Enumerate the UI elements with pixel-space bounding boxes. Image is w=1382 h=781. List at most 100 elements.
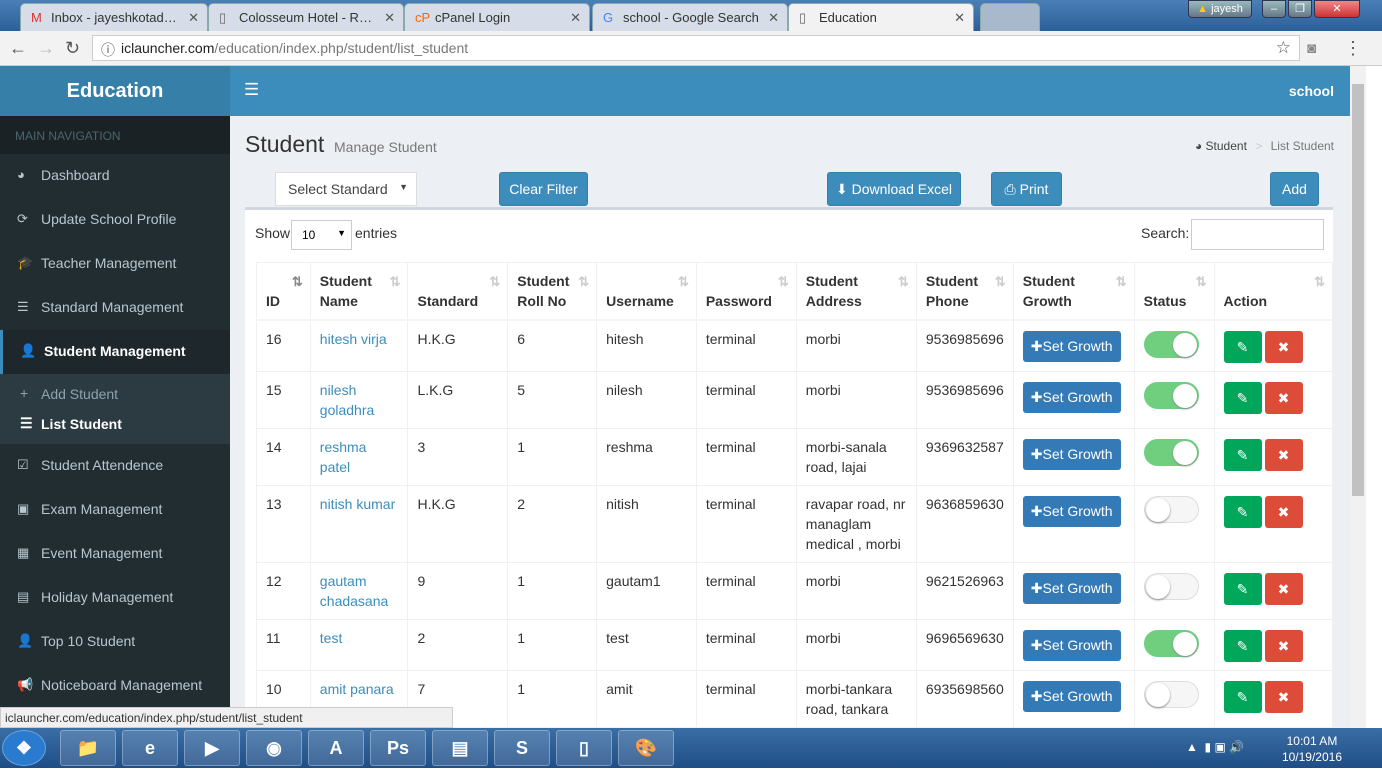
breadcrumb-student[interactable]: Student [1205, 139, 1247, 153]
delete-button[interactable]: ✖ [1264, 331, 1303, 363]
edit-button[interactable]: ✎ [1223, 681, 1262, 713]
column-header[interactable]: Standard ⇅ [407, 262, 509, 321]
sort-icon[interactable]: ⇅ [994, 274, 1006, 289]
page-scrollbar[interactable] [1350, 66, 1366, 728]
sidebar-item[interactable]: ☑ Student Attendence [0, 444, 230, 488]
user-menu[interactable]: school [1288, 83, 1334, 99]
sidebar-item[interactable]: 👤 Student Management [0, 330, 230, 374]
app-logo[interactable]: Education [0, 66, 230, 116]
sidebar-item[interactable]: ◕ Dashboard [0, 154, 230, 198]
sidebar-item[interactable]: ⟳ Update School Profile [0, 198, 230, 242]
taskbar-file-explorer-icon[interactable]: 📁 [60, 730, 116, 766]
taskbar-internet-explorer-icon[interactable]: e [122, 730, 178, 766]
back-icon[interactable]: ← [9, 38, 27, 58]
menu-icon[interactable]: ⋮ [1344, 38, 1362, 58]
column-header[interactable]: Password ⇅ [695, 262, 797, 321]
sidebar-item[interactable]: 🎓 Teacher Management [0, 242, 230, 286]
sort-icon[interactable]: ⇅ [1195, 274, 1207, 289]
delete-button[interactable]: ✖ [1264, 382, 1303, 414]
system-clock[interactable]: 10:01 AM 10/19/2016 [1282, 733, 1342, 765]
camera-icon[interactable]: ◙ [1307, 40, 1317, 57]
delete-button[interactable]: ✖ [1264, 681, 1303, 713]
taskbar-photoshop-icon[interactable]: Ps [370, 730, 426, 766]
select-standard-dropdown[interactable]: Select Standard ▼ [275, 172, 417, 206]
status-toggle[interactable] [1143, 331, 1199, 358]
set-growth-button[interactable]: ✚Set Growth [1022, 630, 1121, 661]
column-header[interactable]: Student Address ⇅ [795, 262, 917, 321]
taskbar-paint-icon[interactable]: 🎨 [618, 730, 674, 766]
add-button[interactable]: Add [1270, 172, 1319, 206]
student-name-link[interactable]: gautam chadasana [319, 573, 389, 609]
delete-button[interactable]: ✖ [1264, 496, 1303, 528]
close-tab-icon[interactable]: ✕ [384, 10, 395, 25]
status-toggle[interactable] [1143, 573, 1199, 600]
sidebar-item[interactable]: ☰ Standard Management [0, 286, 230, 330]
taskbar-notepad-icon[interactable]: ▯ [556, 730, 612, 766]
browser-tab[interactable]: ▯ Education ✕ [788, 3, 974, 31]
set-growth-button[interactable]: ✚Set Growth [1022, 496, 1121, 527]
column-header[interactable]: Student Name ⇅ [309, 262, 409, 321]
close-tab-icon[interactable]: ✕ [954, 10, 965, 25]
browser-tab[interactable]: cP cPanel Login ✕ [404, 3, 590, 31]
sort-icon[interactable]: ⇅ [578, 274, 590, 289]
sidebar-subitem[interactable]: + Add Student [0, 379, 230, 409]
set-growth-button[interactable]: ✚Set Growth [1022, 681, 1121, 712]
clear-filter-button[interactable]: Clear Filter [499, 172, 588, 206]
set-growth-button[interactable]: ✚Set Growth [1022, 382, 1121, 413]
sidebar-subitem[interactable]: ☰ List Student [0, 409, 230, 439]
url-field[interactable]: ⓘ iclauncher.com/education/index.php/stud… [92, 35, 1300, 61]
sort-icon[interactable]: ⇅ [677, 274, 689, 289]
sidebar-item[interactable]: 👤 Top 10 Student [0, 620, 230, 664]
close-window-button[interactable]: ✕ [1314, 0, 1360, 18]
minimize-button[interactable]: – [1262, 0, 1286, 18]
new-tab-button[interactable] [980, 3, 1040, 31]
student-name-link[interactable]: hitesh virja [319, 331, 387, 347]
taskbar-android-studio-icon[interactable]: A [308, 730, 364, 766]
sort-desc-icon[interactable]: ⇅ [291, 274, 303, 289]
column-header[interactable]: Student Growth ⇅ [1012, 262, 1135, 321]
sort-icon[interactable]: ⇅ [1314, 274, 1325, 289]
sidebar-item[interactable]: ▦ Event Management [0, 532, 230, 576]
status-toggle[interactable] [1143, 496, 1199, 523]
student-name-link[interactable]: nilesh goladhra [319, 382, 375, 418]
sort-icon[interactable]: ⇅ [777, 274, 789, 289]
edit-button[interactable]: ✎ [1223, 630, 1262, 662]
sort-icon[interactable]: ⇅ [1115, 274, 1127, 289]
browser-tab[interactable]: ▯ Colosseum Hotel - Respo ✕ [208, 3, 404, 31]
forward-icon[interactable]: → [37, 38, 55, 58]
sidebar-item[interactable]: 📢 Noticeboard Management [0, 664, 230, 708]
edit-button[interactable]: ✎ [1223, 331, 1262, 363]
profile-button[interactable]: ▲ jayesh [1188, 0, 1252, 18]
student-name-link[interactable]: amit panara [319, 681, 394, 697]
taskbar-media-player-icon[interactable]: ▶ [184, 730, 240, 766]
sort-icon[interactable]: ⇅ [489, 274, 501, 289]
delete-button[interactable]: ✖ [1264, 439, 1303, 471]
column-header[interactable]: Action ⇅ [1213, 262, 1333, 321]
delete-button[interactable]: ✖ [1264, 573, 1303, 605]
status-toggle[interactable] [1143, 439, 1199, 466]
delete-button[interactable]: ✖ [1264, 630, 1303, 662]
column-header[interactable]: Student Roll No ⇅ [507, 262, 598, 321]
print-button[interactable]: ⎙ Print [991, 172, 1062, 206]
hamburger-icon[interactable]: ☰ [244, 80, 260, 99]
entries-select[interactable]: 10 ▼ [291, 220, 352, 250]
student-name-link[interactable]: nitish kumar [319, 496, 396, 512]
set-growth-button[interactable]: ✚Set Growth [1022, 439, 1121, 470]
sidebar-item[interactable]: ▣ Exam Management [0, 488, 230, 532]
maximize-button[interactable]: ❐ [1288, 0, 1312, 18]
taskbar-sticky-notes-icon[interactable]: ▤ [432, 730, 488, 766]
bookmark-star-icon[interactable]: ☆ [1275, 38, 1291, 57]
close-tab-icon[interactable]: ✕ [570, 10, 581, 25]
close-tab-icon[interactable]: ✕ [768, 10, 779, 25]
close-tab-icon[interactable]: ✕ [188, 10, 199, 25]
reload-icon[interactable]: ↻ [65, 38, 81, 58]
edit-button[interactable]: ✎ [1223, 382, 1262, 414]
status-toggle[interactable] [1143, 681, 1199, 708]
taskbar-chrome-icon[interactable]: ◉ [246, 730, 302, 766]
taskbar-skype-icon[interactable]: S [494, 730, 550, 766]
sort-icon[interactable]: ⇅ [389, 274, 401, 289]
sort-icon[interactable]: ⇅ [897, 274, 909, 289]
browser-tab[interactable]: M Inbox - jayeshkotadiya19 ✕ [20, 3, 208, 31]
search-input[interactable] [1191, 219, 1324, 250]
set-growth-button[interactable]: ✚Set Growth [1022, 331, 1121, 362]
